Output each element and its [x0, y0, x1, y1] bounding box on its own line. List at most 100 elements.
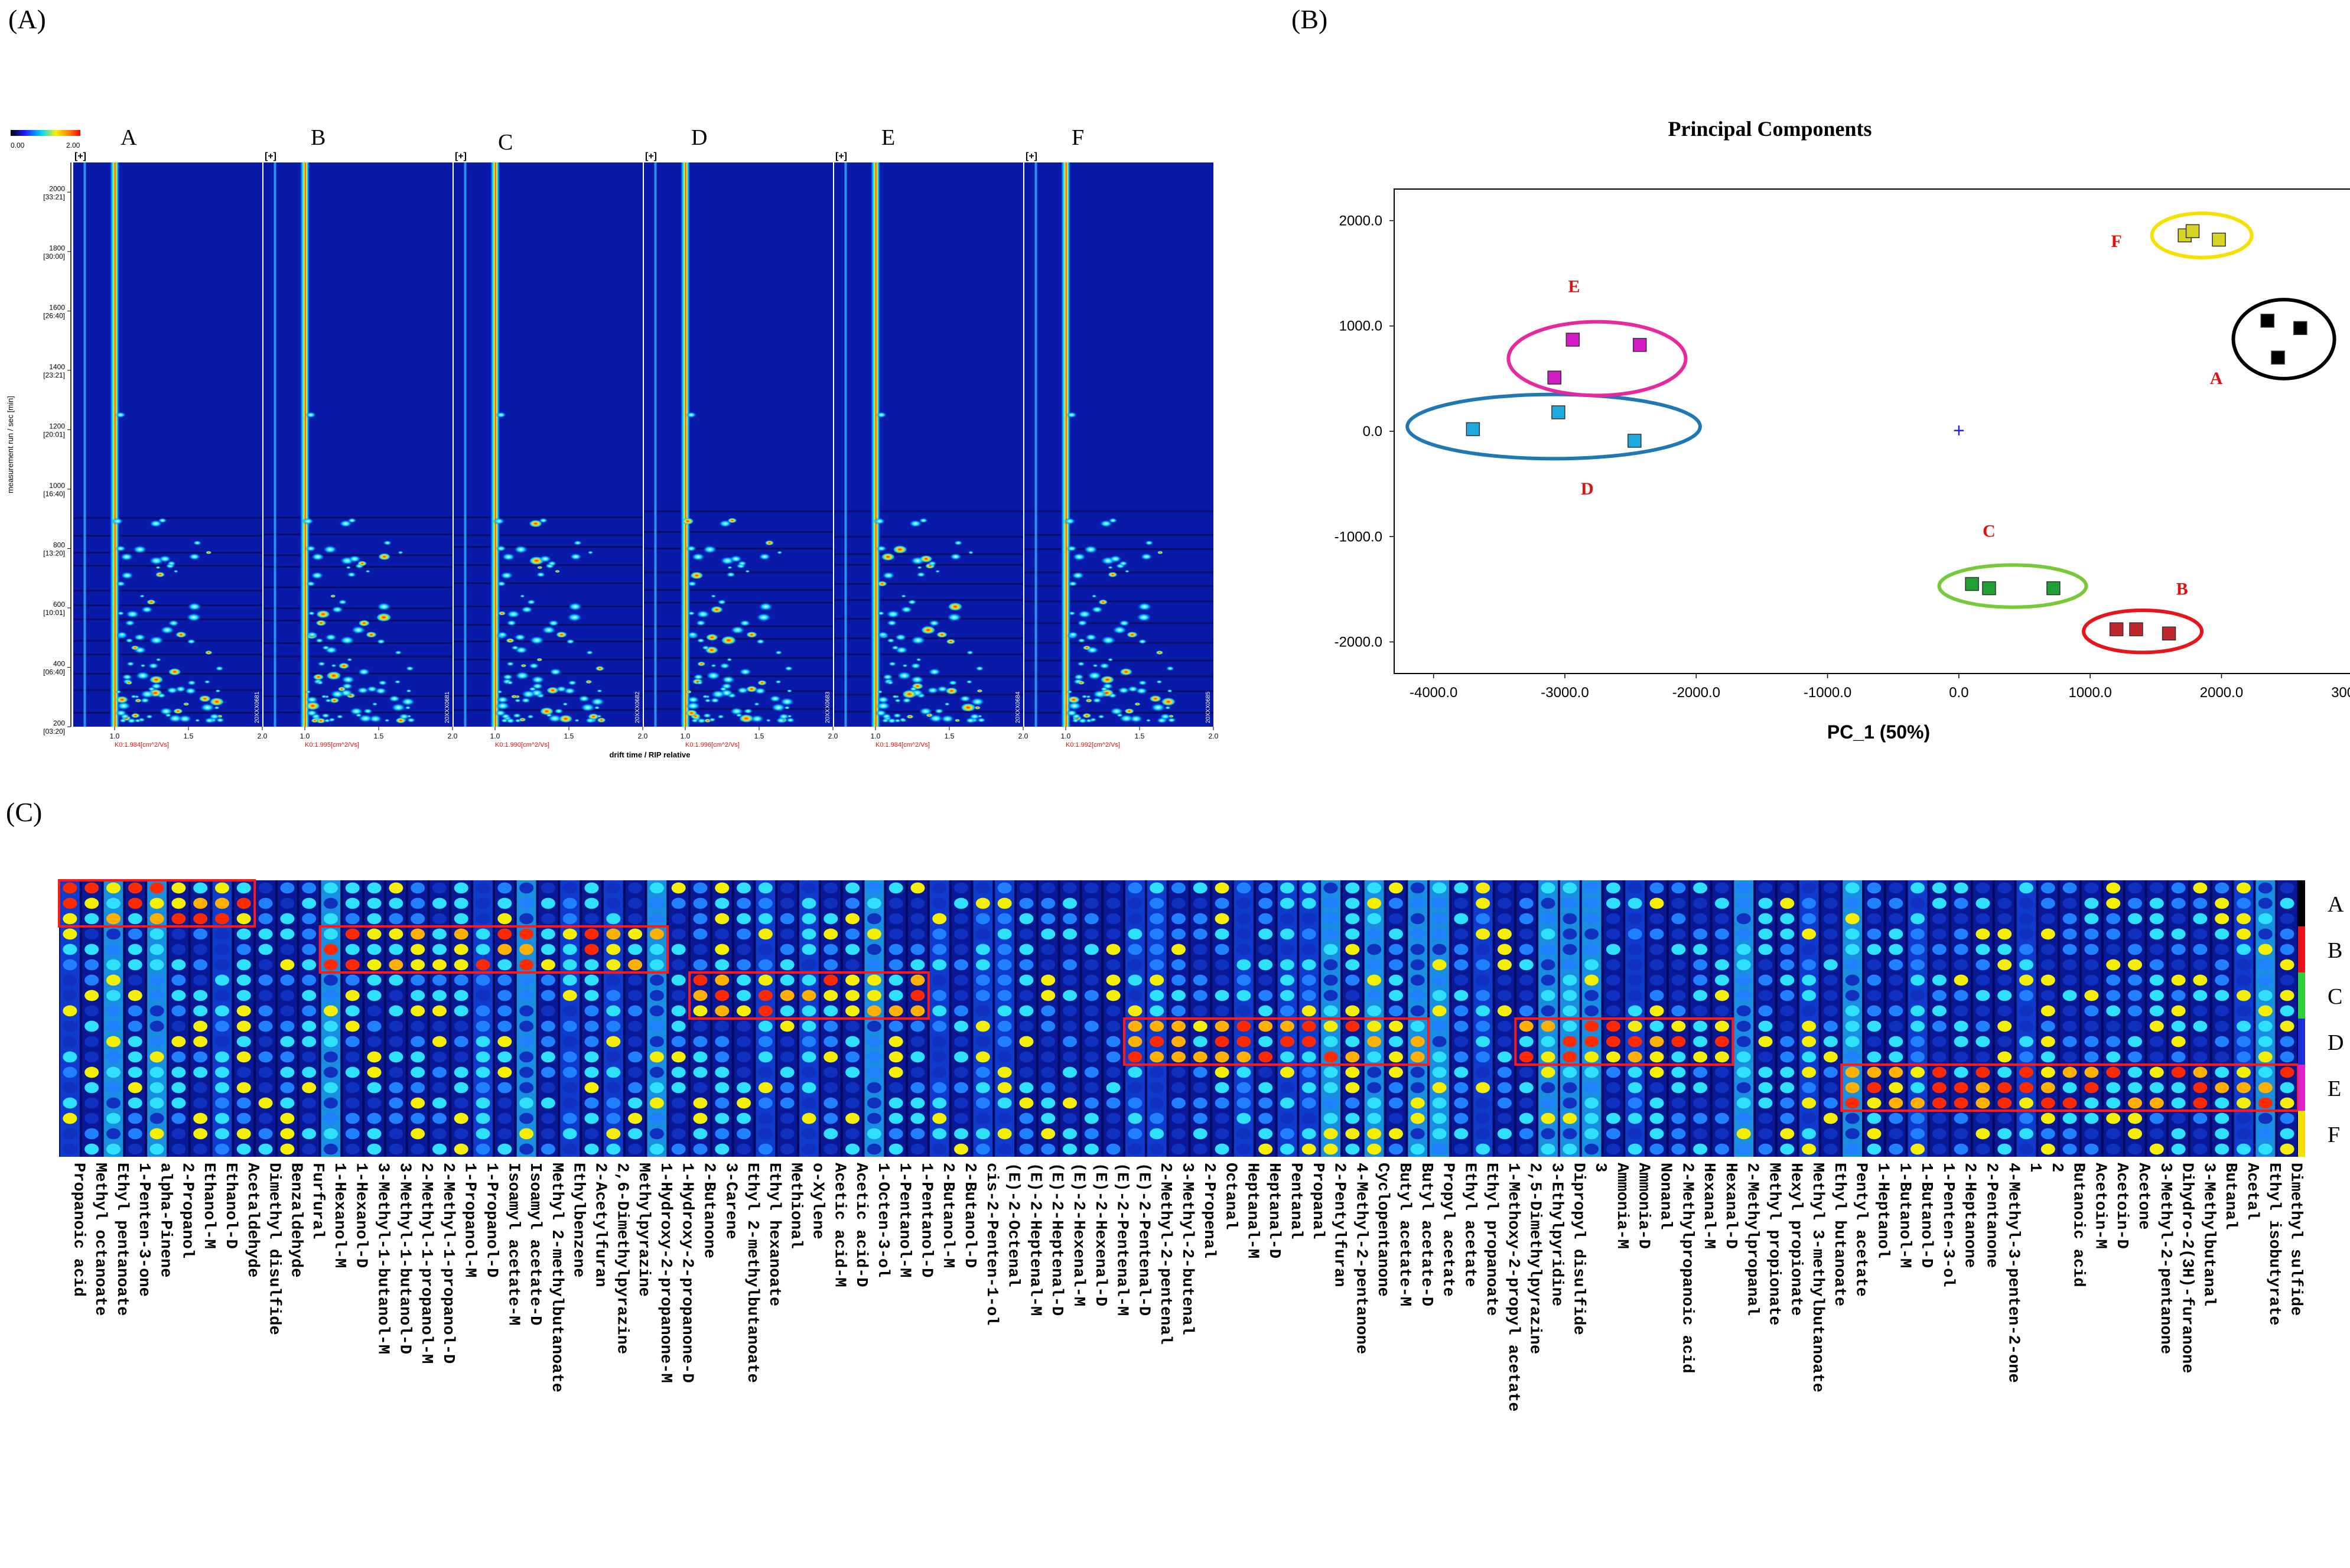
ims-peak	[585, 680, 593, 684]
compound-label: 3-Methyl-2-pentanone	[2156, 1163, 2174, 1354]
heatmap-cell	[2040, 1005, 2055, 1017]
compound-label: alpha-Pinene	[157, 1163, 174, 1277]
heatmap-cell	[1301, 1112, 1316, 1124]
heatmap-cell	[2040, 990, 2055, 1001]
ims-peak	[498, 611, 506, 616]
heatmap-cell	[1258, 1051, 1273, 1063]
ims-peak	[891, 645, 900, 650]
streak	[644, 657, 833, 659]
ims-peak	[496, 581, 506, 587]
heatmap-cell	[1519, 1128, 1534, 1140]
heatmap-cell	[1215, 1128, 1229, 1140]
heatmap-cell	[2149, 928, 2164, 940]
heatmap-cell	[997, 882, 1012, 894]
heatmap-cell	[2193, 1051, 2208, 1063]
ims-peak	[366, 686, 378, 692]
heatmap-cell	[106, 1082, 121, 1094]
heatmap-cell	[389, 990, 403, 1001]
heatmap-cell	[671, 882, 686, 894]
heatmap-cell	[1497, 990, 1512, 1001]
heatmap-cell	[1584, 1005, 1599, 1017]
y-tick-sec: 400	[53, 659, 65, 668]
ims-peak	[562, 702, 568, 706]
heatmap-cell	[824, 990, 838, 1001]
heatmap-cell	[737, 928, 751, 940]
heatmap-cell	[1084, 1143, 1099, 1155]
heatmap-cell	[1932, 1082, 1947, 1094]
heatmap-cell	[2171, 1036, 2186, 1047]
heatmap-cell	[258, 1082, 273, 1094]
heatmap-cell	[411, 1143, 425, 1155]
heatmap-cell	[1497, 959, 1512, 971]
heatmap-cell	[1041, 913, 1056, 925]
heatmap-cell	[1823, 959, 1838, 971]
heatmap-cell	[1128, 1097, 1143, 1109]
heatmap-cell	[1041, 1143, 1056, 1155]
heatmap-cell	[63, 1128, 77, 1140]
heatmap-cell	[1780, 944, 1795, 955]
heatmap-cell	[519, 1036, 534, 1047]
ims-peak	[756, 639, 765, 645]
heatmap-cell	[84, 990, 99, 1001]
heatmap-cell	[193, 1112, 208, 1124]
heatmap-cell	[128, 1020, 142, 1032]
heatmap-cell	[1041, 1097, 1056, 1109]
heatmap-cell	[1932, 959, 1947, 971]
heatmap-cell	[845, 1036, 860, 1047]
heatmap-cell	[1910, 1097, 1925, 1109]
heatmap-cell	[954, 1097, 969, 1109]
heatmap-cell	[693, 897, 708, 909]
heatmap-cell	[367, 1128, 382, 1140]
heatmap-cell	[1802, 882, 1817, 894]
heatmap-cell	[476, 990, 490, 1001]
heatmap-cell	[1736, 913, 1751, 925]
heatmap-cell	[389, 882, 403, 894]
ims-peak	[529, 520, 542, 528]
heatmap-cell	[1649, 990, 1664, 1001]
heatmap-cell	[1388, 959, 1403, 971]
heatmap-cell	[693, 1036, 708, 1047]
heatmap-cell	[1367, 1097, 1382, 1109]
heatmap-cell	[1780, 1097, 1795, 1109]
heatmap-cell	[1693, 1020, 1708, 1032]
heatmap-cell	[1258, 1082, 1273, 1094]
heatmap-cell	[1128, 913, 1143, 925]
ims-peak	[1066, 545, 1077, 552]
ims-peak	[910, 662, 921, 669]
x-tick-label: 2.0	[828, 732, 838, 740]
heatmap-cell	[1823, 928, 1838, 940]
ims-peak	[902, 690, 917, 698]
heatmap-cell	[1432, 1066, 1447, 1078]
ims-peak	[940, 715, 955, 723]
ims-peak	[739, 668, 752, 676]
heatmap-cell	[1889, 1020, 1903, 1032]
heatmap-cell	[780, 1051, 795, 1063]
ims-peak	[215, 666, 224, 671]
heatmap-cell	[519, 897, 534, 909]
ims-peak	[135, 698, 142, 703]
pca-panel: Principal Components -4000.0 -3000.0 -2000…	[1264, 106, 2350, 768]
heatmap-cell	[1954, 1051, 1968, 1063]
ims-peak	[1078, 638, 1086, 643]
heatmap-cell	[302, 1020, 317, 1032]
heatmap-cell	[1301, 1143, 1316, 1155]
heatmap-cell	[236, 913, 251, 925]
heatmap-cell	[845, 928, 860, 940]
heatmap-cell	[2280, 959, 2294, 971]
heatmap-cell	[454, 1036, 468, 1047]
heatmap-cell	[1432, 1082, 1447, 1094]
ims-peak	[961, 703, 976, 712]
heatmap-cell	[2258, 959, 2273, 971]
heatmap-cell	[1106, 913, 1121, 925]
heatmap-cell	[2171, 1082, 2186, 1094]
heatmap-cell	[1171, 959, 1186, 971]
heatmap-cell	[1150, 1066, 1164, 1078]
heatmap-cell	[1867, 1051, 1882, 1063]
heatmap-cell	[737, 882, 751, 894]
heatmap-cell	[1584, 882, 1599, 894]
ims-peak	[1145, 718, 1151, 722]
ims-peak	[1085, 698, 1092, 703]
heatmap-cell	[1171, 1066, 1186, 1078]
heatmap-cell	[780, 1036, 795, 1047]
heatmap-cell	[1432, 959, 1447, 971]
